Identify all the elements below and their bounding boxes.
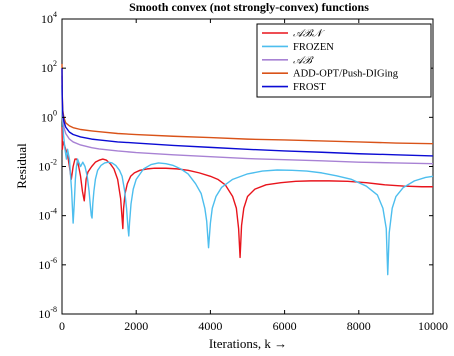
- legend-entry: FROST: [293, 82, 326, 93]
- y-tick-label: 104: [41, 10, 57, 26]
- x-tick-label: 4000: [198, 319, 222, 333]
- y-tick-label: 102: [41, 59, 57, 75]
- series-lines: [61, 63, 434, 276]
- y-tick-label: 100: [41, 108, 57, 124]
- chart-title: Smooth convex (not strongly-convex) func…: [129, 0, 369, 14]
- series-line-0: [61, 127, 433, 259]
- y-tick-label: 10-4: [38, 207, 57, 223]
- axis-ticks: 0 2000 4000 6000 8000 10000 10-8 10-6 10-4 10-2 10…: [38, 10, 448, 333]
- legend-entry: 𝒜ℬ𝒩: [293, 29, 325, 40]
- x-tick-label: 2000: [124, 319, 148, 333]
- series-line-4: [61, 68, 434, 157]
- legend-entry: ADD-OPT/Push-DIGing: [293, 69, 399, 80]
- y-tick-label: 10-2: [38, 158, 57, 174]
- y-tick-label: 10-8: [38, 305, 57, 321]
- series-line-2: [61, 75, 434, 165]
- legend-entry: 𝒜ℬ: [293, 55, 314, 66]
- x-axis-label: Iterations, k →: [209, 336, 287, 351]
- legend: 𝒜ℬ𝒩 FROZEN 𝒜ℬ ADD-OPT/Push-DIGing FROST: [256, 23, 432, 98]
- series-line-1: [61, 85, 434, 276]
- x-tick-label: 6000: [273, 319, 297, 333]
- legend-entry: FROZEN: [293, 42, 334, 53]
- y-axis-label: Residual: [14, 143, 29, 189]
- x-tick-label: 10000: [418, 319, 448, 333]
- x-tick-label: 0: [59, 319, 65, 333]
- x-tick-label: 8000: [347, 319, 371, 333]
- y-tick-label: 10-6: [38, 256, 57, 272]
